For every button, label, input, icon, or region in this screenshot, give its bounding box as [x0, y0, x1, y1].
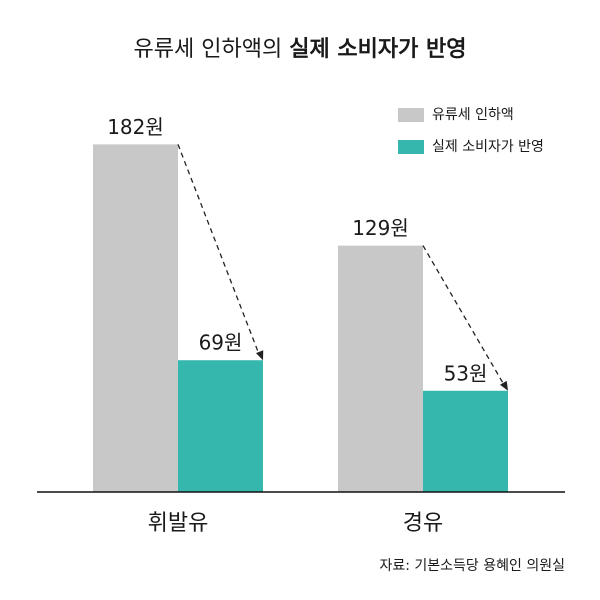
bar	[178, 360, 263, 492]
value-label: 129원	[352, 216, 409, 240]
chart-title: 유류세 인하액의 실제 소비자가 반영	[134, 37, 467, 62]
x-tick-label: 휘발유	[148, 511, 209, 536]
bar	[423, 390, 508, 492]
value-label: 53원	[444, 361, 488, 385]
bar	[93, 144, 178, 492]
legend-label: 실제 소비자가 반영	[432, 139, 544, 155]
legend-swatch	[398, 108, 424, 122]
legend-label: 유류세 인하액	[432, 107, 514, 123]
arrow-head	[499, 380, 508, 391]
bar	[338, 245, 423, 492]
x-tick-label: 경유	[403, 511, 443, 536]
value-label: 182원	[107, 115, 164, 139]
title-bold: 실제 소비자가 반영	[289, 37, 466, 62]
legend-swatch	[398, 140, 424, 154]
source: 자료: 기본소득당 용혜인 의원실	[379, 558, 565, 574]
title-normal: 유류세 인하액의	[134, 37, 283, 62]
value-label: 69원	[199, 331, 243, 355]
arrow-head	[256, 350, 264, 361]
arrow	[177, 144, 260, 355]
